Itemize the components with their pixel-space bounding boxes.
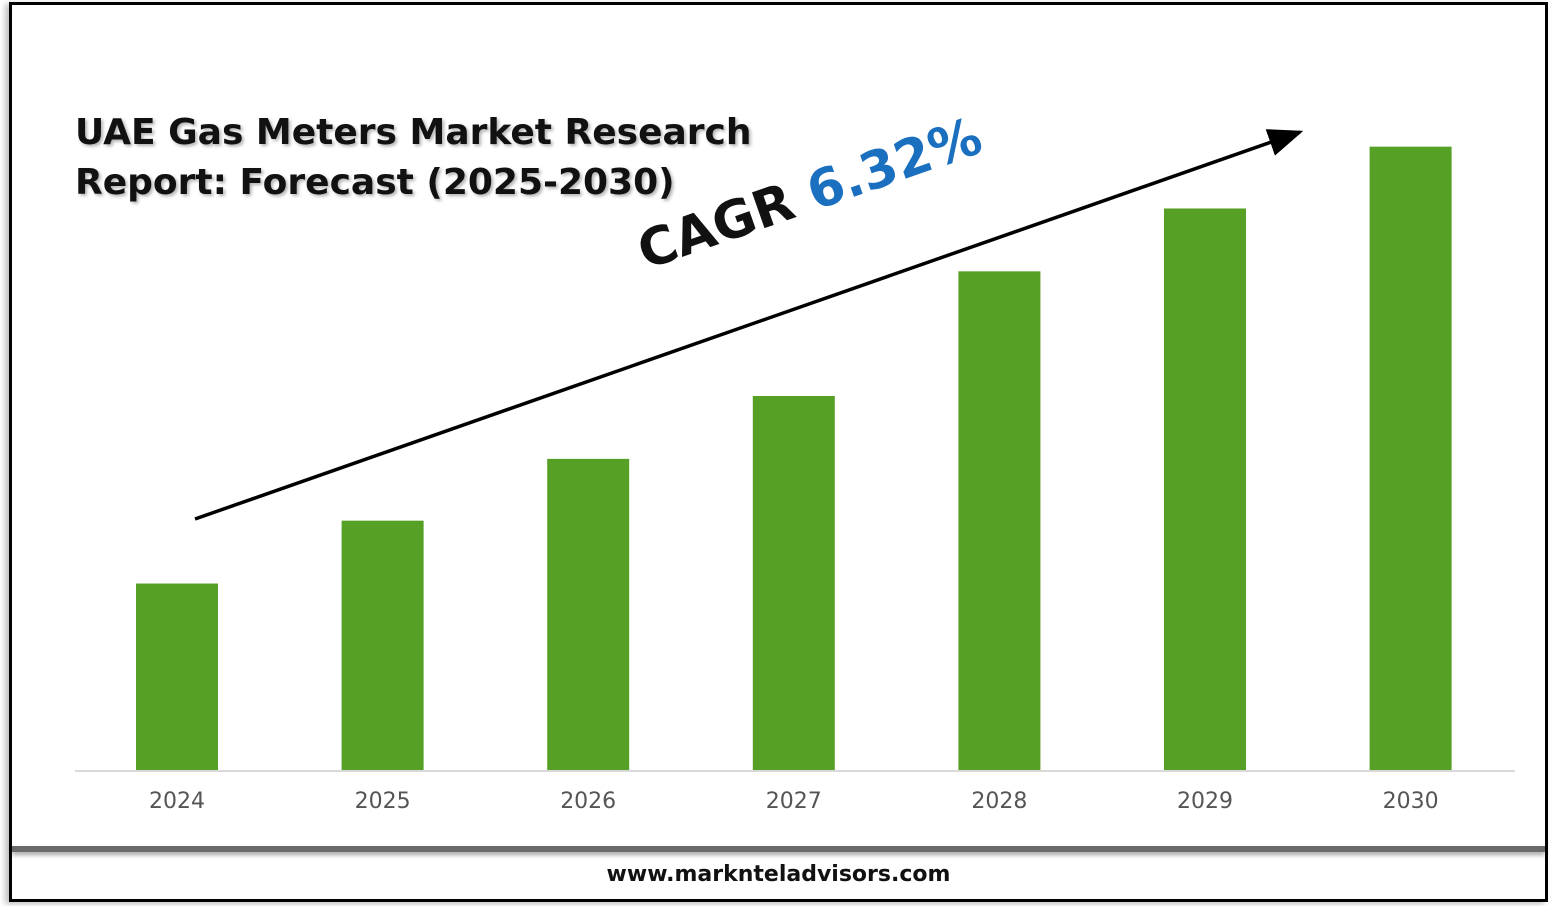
x-tick-label: 2029 bbox=[1177, 789, 1233, 814]
bar-2027 bbox=[752, 396, 835, 770]
bar-2024 bbox=[136, 583, 218, 770]
trend-arrow bbox=[194, 129, 1304, 521]
chart-title: UAE Gas Meters Market Research Report: F… bbox=[75, 108, 752, 208]
bar-2029 bbox=[1164, 208, 1246, 770]
title-line-2: Report: Forecast (2025-2030) bbox=[75, 162, 675, 203]
x-tick-label: 2030 bbox=[1383, 789, 1439, 814]
bar-2025 bbox=[341, 520, 424, 770]
x-tick-label: 2028 bbox=[971, 789, 1027, 814]
footer-url: www.marknteladvisors.com bbox=[606, 862, 951, 887]
bar-2030 bbox=[1369, 146, 1452, 770]
title-line-1: UAE Gas Meters Market Research bbox=[75, 112, 752, 153]
footer-divider bbox=[12, 846, 1545, 852]
x-tick-label: 2025 bbox=[355, 789, 411, 814]
x-tick-label: 2027 bbox=[766, 789, 822, 814]
x-tick-label: 2024 bbox=[149, 789, 205, 814]
chart-frame bbox=[9, 2, 1548, 902]
bar-2026 bbox=[547, 458, 630, 770]
x-tick-label: 2026 bbox=[560, 789, 616, 814]
bar-2028 bbox=[958, 271, 1041, 770]
